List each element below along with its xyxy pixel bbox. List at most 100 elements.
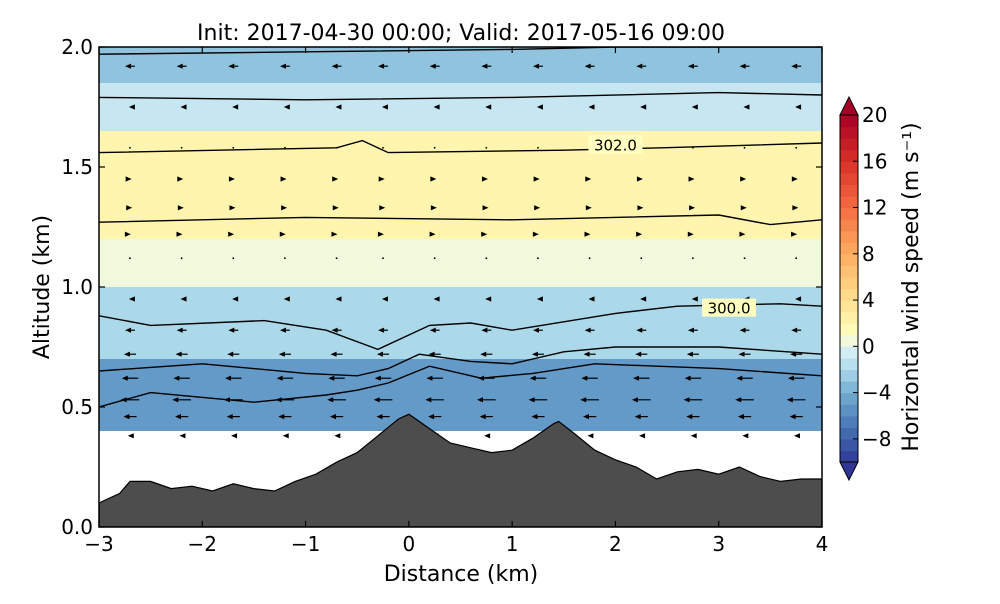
colorbar-segment — [840, 450, 858, 463]
wind-vector-head — [636, 327, 643, 333]
wind-vector — [228, 63, 239, 69]
wind-vector-head — [686, 351, 693, 357]
wind-vector — [786, 397, 806, 403]
wind-vector-head — [482, 205, 489, 211]
wind-vector — [282, 433, 289, 439]
wind-vector-head — [425, 397, 432, 403]
colorbar: 20 16 12 8 4 0 −4 −8 — [839, 95, 891, 482]
wind-vector-head — [691, 104, 698, 110]
wind-vector — [328, 375, 345, 381]
wind-vector — [795, 104, 802, 110]
x-tick-label: −1 — [291, 532, 320, 556]
x-tick-label: −3 — [84, 532, 113, 556]
wind-vector — [430, 176, 437, 182]
contour-label-bg — [702, 298, 757, 317]
wind-vector — [476, 397, 496, 403]
wind-vector — [691, 296, 698, 302]
wind-vector-head — [743, 104, 750, 110]
wind-vector — [283, 104, 290, 110]
wind-vector — [584, 63, 595, 69]
wind-vector-head — [430, 176, 437, 182]
wind-vector-head — [125, 327, 132, 333]
wind-vector-head — [378, 327, 385, 333]
wind-vector-head — [485, 296, 492, 302]
wind-vector-head — [327, 397, 334, 403]
wind-vector-head — [429, 63, 436, 69]
contour-label: 302.0 — [594, 136, 637, 154]
wind-vector-head — [736, 375, 743, 381]
wind-vector-head — [791, 63, 798, 69]
wind-vector — [331, 327, 342, 333]
chart-title: Init: 2017-04-30 00:00; Valid: 2017-05-1… — [197, 21, 725, 46]
wind-vector-head — [739, 231, 746, 237]
wind-vector-head — [787, 375, 794, 381]
wind-vector — [584, 231, 591, 237]
wind-vector — [226, 414, 240, 420]
isentrope-contour — [99, 139, 822, 154]
wind-vector — [485, 146, 488, 149]
wind-vector-head — [640, 296, 647, 302]
wind-vector-head — [529, 375, 536, 381]
wind-vector — [481, 176, 488, 182]
wind-vector-head — [176, 327, 183, 333]
wind-vector-head — [180, 296, 187, 302]
wind-vector-head — [228, 176, 235, 182]
contour-label-bg — [588, 135, 643, 154]
wind-vector — [382, 146, 384, 149]
wind-vector — [529, 375, 547, 381]
wind-vector-head — [635, 351, 642, 357]
wind-vector-head — [689, 205, 696, 211]
wind-vector-head — [484, 433, 491, 439]
colorbar-segment — [840, 300, 858, 313]
wind-vector — [528, 397, 548, 403]
wind-vector — [484, 433, 491, 439]
wind-vectors — [120, 63, 806, 439]
wind-vector — [173, 375, 190, 381]
wind-vector-head — [739, 63, 746, 69]
wind-speed-band — [99, 131, 822, 239]
colorbar-segment — [840, 207, 858, 220]
wind-vector-head — [687, 327, 694, 333]
wind-vector — [531, 414, 545, 420]
wind-vector-head — [735, 397, 742, 403]
wind-vector — [231, 433, 238, 439]
wind-vector-head — [740, 205, 747, 211]
wind-vector — [795, 257, 798, 260]
wind-vector — [792, 205, 799, 211]
wind-vector — [585, 205, 592, 211]
wind-vector-head — [381, 104, 388, 110]
wind-vector — [425, 397, 445, 403]
wind-vector — [376, 414, 390, 420]
wind-vector-head — [683, 397, 690, 403]
wind-vector-head — [637, 205, 644, 211]
wind-vector — [229, 205, 236, 211]
wind-vector-head — [793, 433, 800, 439]
wind-vector — [743, 146, 746, 149]
wind-vector — [795, 146, 798, 149]
y-tick-label: 1.5 — [61, 155, 93, 179]
wind-vector — [283, 296, 290, 302]
wind-vector — [480, 351, 493, 357]
wind-vector-head — [280, 176, 287, 182]
y-tick-label: 0.0 — [61, 515, 93, 539]
y-tick-label: 0.5 — [61, 395, 93, 419]
wind-vector — [280, 176, 287, 182]
wind-vector-head — [175, 351, 182, 357]
colorbar-segment — [840, 438, 858, 452]
terrain-profile — [99, 413, 822, 527]
wind-vector — [793, 433, 800, 439]
wind-vector — [128, 104, 135, 110]
wind-vector — [430, 205, 437, 211]
wind-vector-head — [276, 375, 283, 381]
wind-vector — [327, 397, 346, 403]
wind-vector — [583, 351, 596, 357]
wind-vector-head — [176, 231, 183, 237]
wind-vector — [331, 231, 338, 237]
x-tick-label: 1 — [506, 532, 519, 556]
wind-vector — [381, 104, 388, 110]
wind-vector — [743, 104, 750, 110]
wind-vector-head — [279, 231, 286, 237]
wind-vector-head — [585, 205, 592, 211]
x-tick-label: 0 — [402, 532, 415, 556]
wind-vector-head — [786, 397, 793, 403]
